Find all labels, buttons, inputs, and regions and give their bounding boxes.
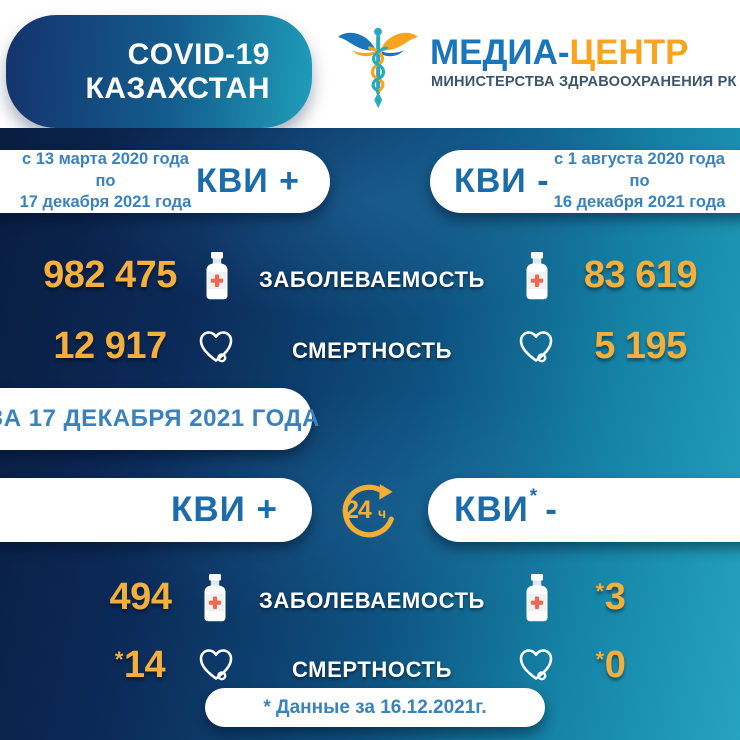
daily-deaths-kvi-minus-number: 0 [604, 644, 626, 686]
daily-kvi-plus-pill: КВИ + [0, 478, 312, 542]
logo-title-media: МЕДИА- [430, 33, 570, 72]
stat-value-total-deaths-kvi-plus: 12 917 [53, 325, 167, 367]
metric-label-mortality-total: СМЕРТНОСТЬ [291, 338, 452, 363]
covid-banner: COVID-19 КАЗАХСТАН [6, 15, 312, 128]
kvi-plus-period-pill: с 13 марта 2020 года по 17 декабря 2021 … [0, 150, 330, 213]
asterisk-prefix: * [114, 647, 124, 672]
stat-value-daily-infections-kvi-minus: *3 [548, 576, 673, 619]
metric-label-infections-total: ЗАБОЛЕВАЕМОСТЬ [259, 267, 485, 292]
metric-label-infections-daily: ЗАБОЛЕВАЕМОСТЬ [259, 588, 485, 613]
stat-value-daily-infections-kvi-plus: 494 [60, 576, 220, 619]
kvi-plus-label: КВИ + [195, 162, 300, 200]
covid-banner-line1: COVID-19 [127, 37, 270, 71]
daily-kvi-minus-label: КВИ [454, 490, 529, 529]
heart-stethoscope-icon [196, 324, 236, 370]
kvi-plus-period-line2: 17 декабря 2021 года [19, 193, 192, 212]
kvi-minus-label: КВИ - [454, 162, 550, 200]
footnote-pill: * Данные за 16.12.2021г. [205, 688, 545, 727]
footnote-text: * Данные за 16.12.2021г. [263, 696, 487, 718]
heart-stethoscope-icon [196, 642, 236, 688]
daily-kvi-minus-pill: КВИ * - [428, 478, 740, 542]
metric-label-mortality-daily: СМЕРТНОСТЬ [291, 657, 452, 682]
clock-24h-icon: 24 ч [336, 478, 402, 544]
clock-24h-unit: ч [378, 505, 387, 521]
logo-subtitle: МИНИСТЕРСТВА ЗДРАВООХРАНЕНИЯ РК [431, 74, 737, 90]
stat-value-total-deaths-kvi-minus: 5 195 [594, 325, 687, 367]
stat-value-total-infections-kvi-plus: 982 475 [43, 254, 177, 296]
covid-banner-line2: КАЗАХСТАН [85, 71, 270, 105]
kvi-minus-period-dates: с 1 августа 2020 года по 16 декабря 2021… [552, 149, 728, 213]
medicine-bottle-icon [522, 252, 552, 300]
clock-24h-number: 24 [345, 496, 372, 524]
asterisk-prefix: * [595, 647, 605, 672]
medicine-bottle-icon [200, 574, 230, 622]
clock-arrow-icon [342, 484, 394, 538]
daily-deaths-kvi-plus-number: 14 [123, 644, 166, 686]
logo-title: МЕДИА-ЦЕНТР [430, 33, 688, 73]
kvi-minus-period-line1: с 1 августа 2020 года по [554, 150, 725, 190]
caduceus-icon [338, 27, 418, 109]
daily-kvi-plus-label: КВИ + [171, 490, 278, 529]
heart-stethoscope-icon [516, 324, 556, 370]
daily-date-pill: ЗА 17 ДЕКАБРЯ 2021 ГОДА [0, 388, 319, 450]
daily-date-text: ЗА 17 ДЕКАБРЯ 2021 ГОДА [0, 405, 320, 432]
stat-value-daily-deaths-kvi-plus: *14 [60, 644, 220, 687]
medicine-bottle-icon [202, 252, 232, 300]
kvi-minus-period-pill: КВИ - с 1 августа 2020 года по 16 декабр… [430, 150, 740, 213]
daily-kvi-minus-asterisk: * [529, 486, 538, 507]
asterisk-prefix: * [595, 579, 605, 604]
kvi-plus-period-dates: с 13 марта 2020 года по 17 декабря 2021 … [15, 149, 196, 213]
logo-title-center: ЦЕНТР [569, 33, 689, 72]
stat-value-total-infections-kvi-minus: 83 619 [583, 254, 698, 296]
stat-value-daily-deaths-kvi-minus: *0 [548, 644, 673, 687]
daily-kvi-minus-suffix: - [545, 490, 557, 529]
kvi-minus-period-line2: 16 декабря 2021 года [553, 193, 726, 212]
daily-infections-kvi-minus-number: 3 [604, 576, 626, 618]
daily-infections-kvi-plus-number: 494 [109, 576, 172, 618]
header: COVID-19 КАЗАХСТАН МЕДИА-ЦЕНТР МИНИСТЕРС… [0, 0, 740, 128]
kvi-plus-period-line1: с 13 марта 2020 года по [21, 150, 189, 190]
content-area: с 13 марта 2020 года по 17 декабря 2021 … [0, 128, 740, 740]
